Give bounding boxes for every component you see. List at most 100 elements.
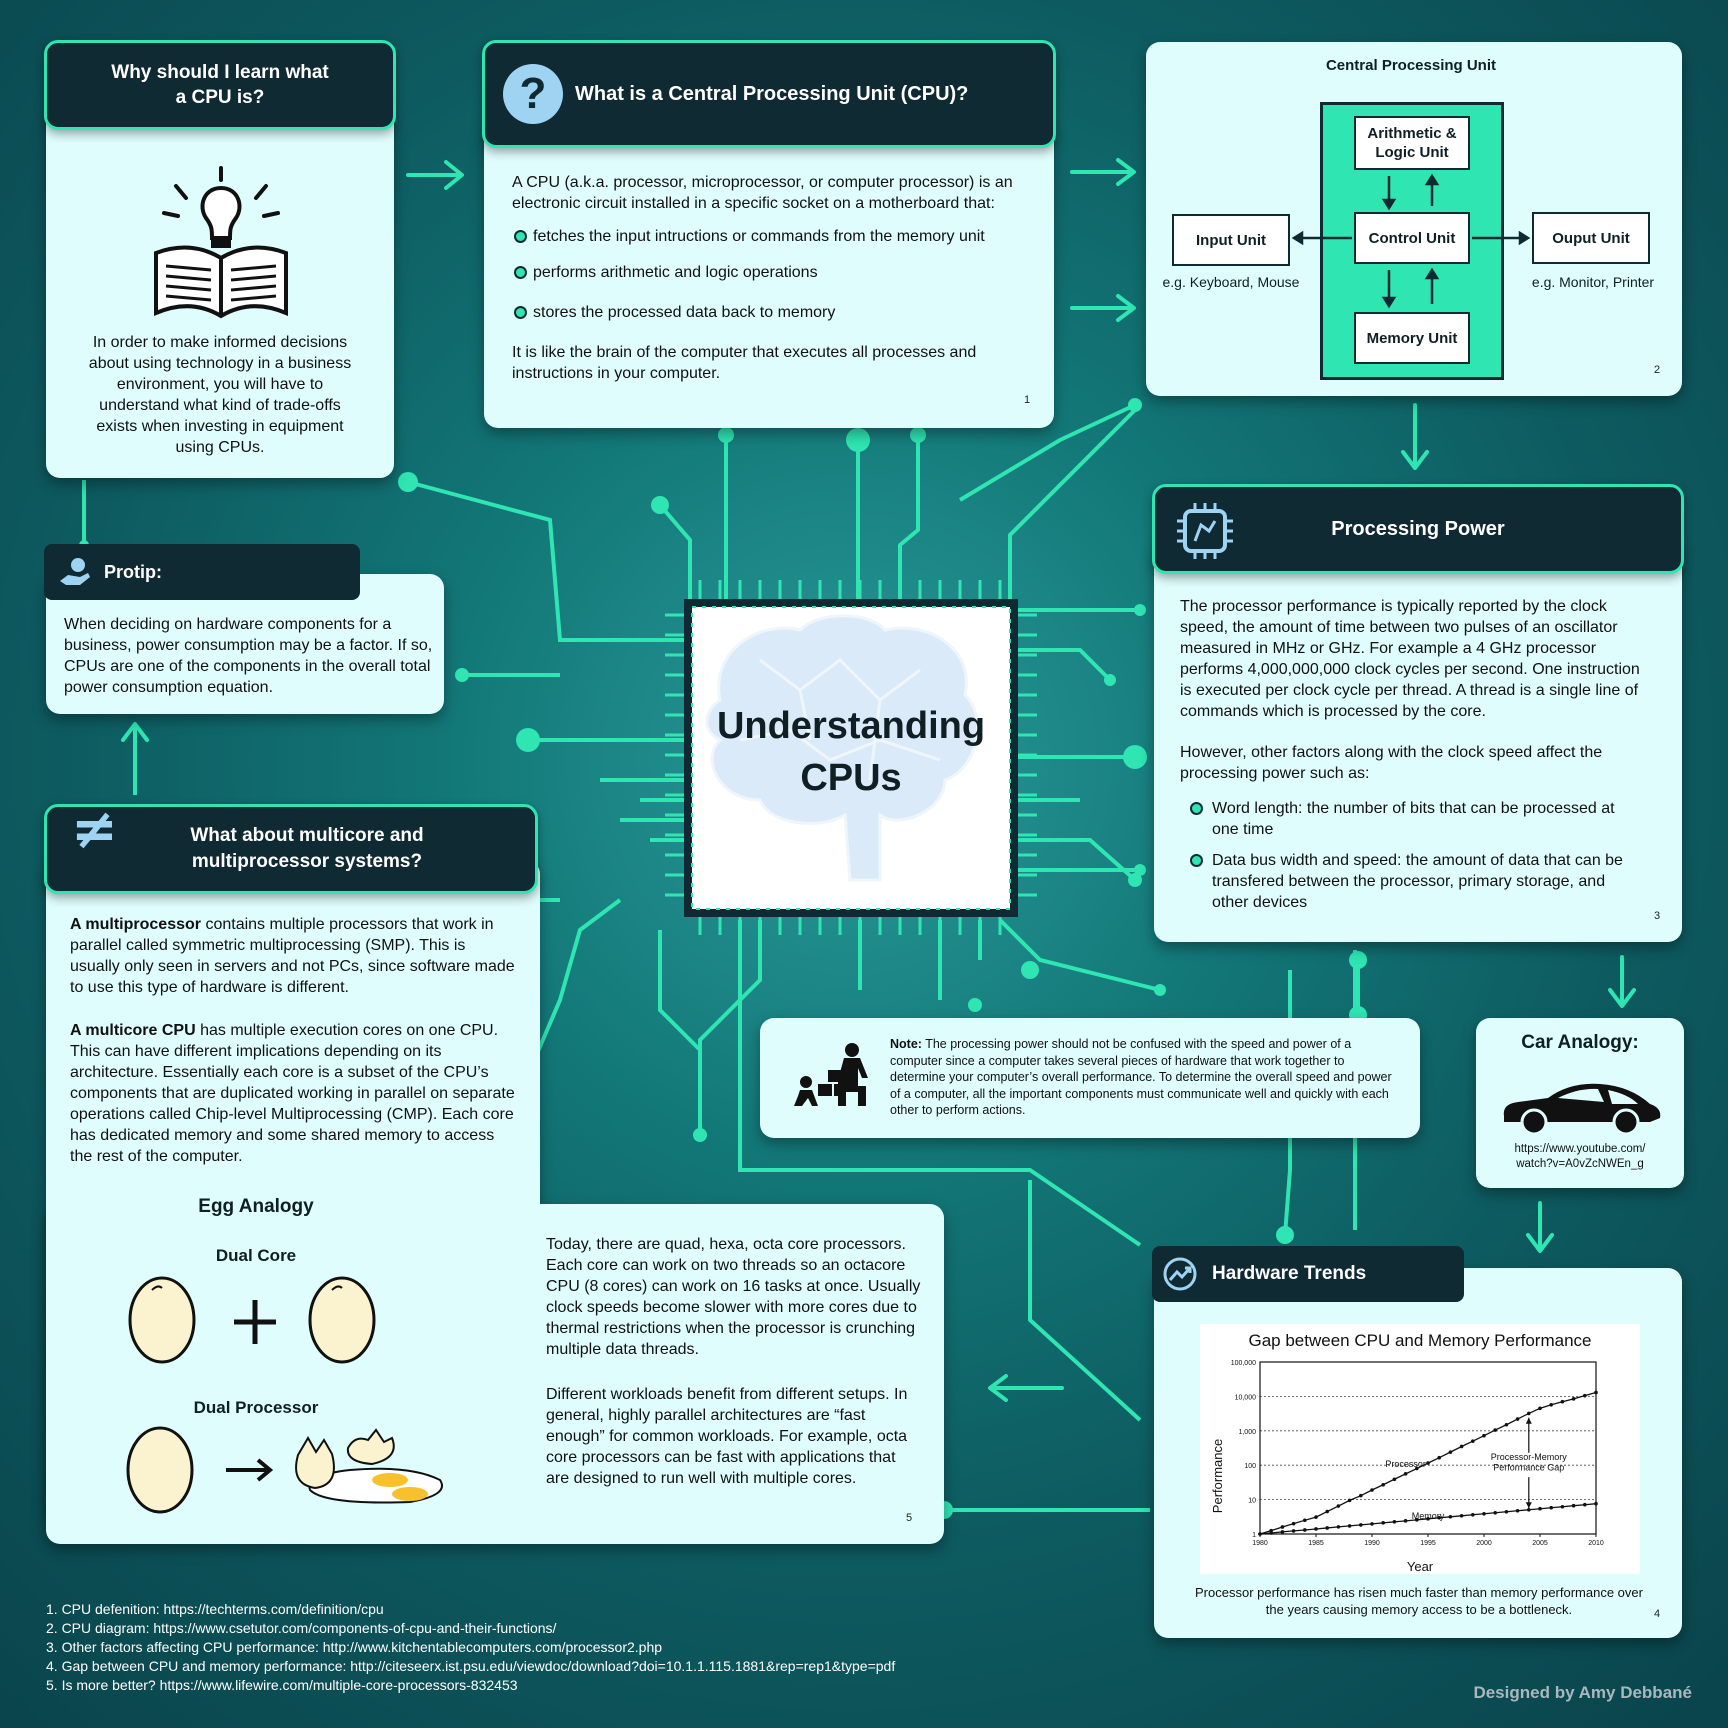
output-unit-box: Ouput Unit xyxy=(1532,212,1650,264)
trend-chart-icon xyxy=(1163,1257,1197,1291)
multiprocessor-text: A multiprocessor contains multiple proce… xyxy=(70,916,515,996)
data-point xyxy=(1493,1510,1497,1515)
data-point xyxy=(1403,1472,1408,1476)
protip-body: When deciding on hardware components for… xyxy=(64,616,433,696)
data-point xyxy=(1280,1525,1285,1529)
data-point xyxy=(1471,1512,1475,1517)
why-card: In order to make informed decisions abou… xyxy=(46,110,394,478)
dual-processor-label: Dual Processor xyxy=(193,1398,319,1417)
trends-header: Hardware Trends xyxy=(1152,1246,1464,1302)
gap-chart: Gap between CPU and Memory Performance 1… xyxy=(1210,1331,1604,1574)
x-tick-label: 2010 xyxy=(1588,1540,1604,1547)
y-tick-label: 100,000 xyxy=(1231,1360,1256,1367)
reference-4: 4. Gap between CPU and memory performanc… xyxy=(46,1658,896,1674)
data-point xyxy=(1527,1507,1531,1512)
data-point xyxy=(1594,1501,1598,1506)
egg-icon xyxy=(126,1426,194,1514)
note-card: Note: The processing power should not be… xyxy=(760,1018,1420,1138)
multicore-text: A multicore CPU has multiple execution c… xyxy=(70,1022,515,1165)
brain-icon xyxy=(705,614,980,882)
data-point xyxy=(1459,1514,1464,1518)
what-header: ? What is a Central Processing Unit (CPU… xyxy=(482,40,1056,148)
data-point xyxy=(1459,1444,1464,1449)
processing-card: The processor performance is typically r… xyxy=(1154,540,1682,942)
arrow-right-icon xyxy=(226,1458,274,1482)
y-tick-label: 10,000 xyxy=(1235,1394,1257,1401)
data-point xyxy=(1437,1515,1441,1520)
data-point xyxy=(1426,1461,1430,1465)
chart-ylabel: Performance xyxy=(1210,1439,1225,1513)
ref-number: 2 xyxy=(1654,364,1661,376)
car-video-link[interactable]: https://www.youtube.com/watch?v=A0vZcNWE… xyxy=(1514,1143,1646,1170)
x-tick-label: 2000 xyxy=(1476,1540,1492,1547)
data-point xyxy=(1381,1521,1385,1525)
data-point xyxy=(1515,1508,1520,1513)
not-equal-icon: ≠ xyxy=(71,797,118,862)
title-line-2: CPUs xyxy=(800,757,902,799)
note-text: Note: The processing power should not be… xyxy=(890,1037,1392,1117)
reference-1: 1. CPU defenition: https://techterms.com… xyxy=(46,1601,384,1617)
bullet-icon xyxy=(514,230,527,244)
data-point xyxy=(1482,1433,1486,1438)
processing-bullet-1: Word length: the number of bits that can… xyxy=(1190,798,1640,840)
diagram-arrows xyxy=(1291,173,1531,309)
cpu-diagram-card: Central Processing Unit Arithmetic & Log… xyxy=(1146,42,1682,396)
cracked-egg-icon xyxy=(295,1428,443,1504)
annotation-gap: Processor-Memory xyxy=(1491,1452,1568,1462)
card-joiner xyxy=(46,1180,540,1240)
alu-box: Arithmetic & Logic Unit xyxy=(1354,116,1470,170)
y-tick-label: 100 xyxy=(1244,1463,1256,1470)
what-bullet-3: stores the processed data back to memory xyxy=(514,302,1034,323)
what-bullet-1: fetches the input intructions or command… xyxy=(514,226,1034,247)
data-point xyxy=(1538,1406,1542,1411)
annotation-memory: Memory xyxy=(1412,1511,1445,1521)
x-tick-label: 1980 xyxy=(1252,1540,1268,1547)
x-tick-label: 1990 xyxy=(1364,1540,1380,1547)
processing-para-1: The processor performance is typically r… xyxy=(1180,598,1640,720)
data-point xyxy=(1448,1450,1453,1454)
bullet-icon xyxy=(1190,854,1203,867)
data-point xyxy=(1594,1390,1598,1395)
car-title: Car Analogy: xyxy=(1521,1032,1639,1053)
x-tick-label: 1985 xyxy=(1308,1540,1324,1547)
car-card: Car Analogy: https://www.youtube.com/wat… xyxy=(1476,1018,1684,1188)
processing-title: Processing Power xyxy=(1331,517,1505,540)
control-unit-box: Control Unit xyxy=(1354,212,1470,264)
data-point xyxy=(1403,1519,1408,1523)
input-example: e.g. Keyboard, Mouse xyxy=(1162,274,1300,290)
protip-header: Protip: xyxy=(44,544,360,600)
bullet-icon xyxy=(1190,802,1203,815)
data-point xyxy=(1415,1466,1419,1471)
title-line-1: Understanding xyxy=(716,705,986,747)
output-example: e.g. Monitor, Printer xyxy=(1531,274,1655,290)
data-point xyxy=(1482,1511,1486,1516)
processing-header: Processing Power xyxy=(1152,484,1684,574)
y-tick-label: 1 xyxy=(1252,1532,1256,1539)
diagram-title: Central Processing Unit xyxy=(1325,57,1497,74)
data-point xyxy=(1583,1393,1587,1398)
y-tick-label: 10 xyxy=(1248,1498,1256,1505)
why-title: Why should I learn what a CPU is? xyxy=(111,62,329,108)
data-point xyxy=(1504,1422,1509,1427)
chart-title: Gap between CPU and Memory Performance xyxy=(1249,1331,1592,1350)
what-intro: A CPU (a.k.a. processor, microprocessor,… xyxy=(512,174,1013,212)
teamwork-icon xyxy=(794,1043,868,1106)
chart-xlabel: Year xyxy=(1407,1559,1434,1574)
plus-icon xyxy=(234,1300,276,1344)
data-point xyxy=(1415,1518,1419,1522)
data-point xyxy=(1314,1515,1318,1519)
multicore-card-lower xyxy=(46,1204,944,1544)
data-point xyxy=(1314,1527,1318,1531)
x-tick-label: 1995 xyxy=(1420,1540,1436,1547)
input-unit-box: Input Unit xyxy=(1172,214,1290,266)
bullet-icon xyxy=(514,306,527,320)
book-lightbulb-icon xyxy=(154,166,288,319)
bullet-icon xyxy=(514,266,527,280)
egg-icon xyxy=(128,1276,196,1364)
data-point xyxy=(1303,1518,1307,1523)
infographic-title: Understanding CPUs xyxy=(688,700,1014,804)
data-point xyxy=(1504,1509,1509,1514)
designer-credit: Designed by Amy Debbané xyxy=(1473,1683,1692,1702)
data-point xyxy=(1426,1517,1430,1521)
data-point xyxy=(1560,1504,1565,1509)
